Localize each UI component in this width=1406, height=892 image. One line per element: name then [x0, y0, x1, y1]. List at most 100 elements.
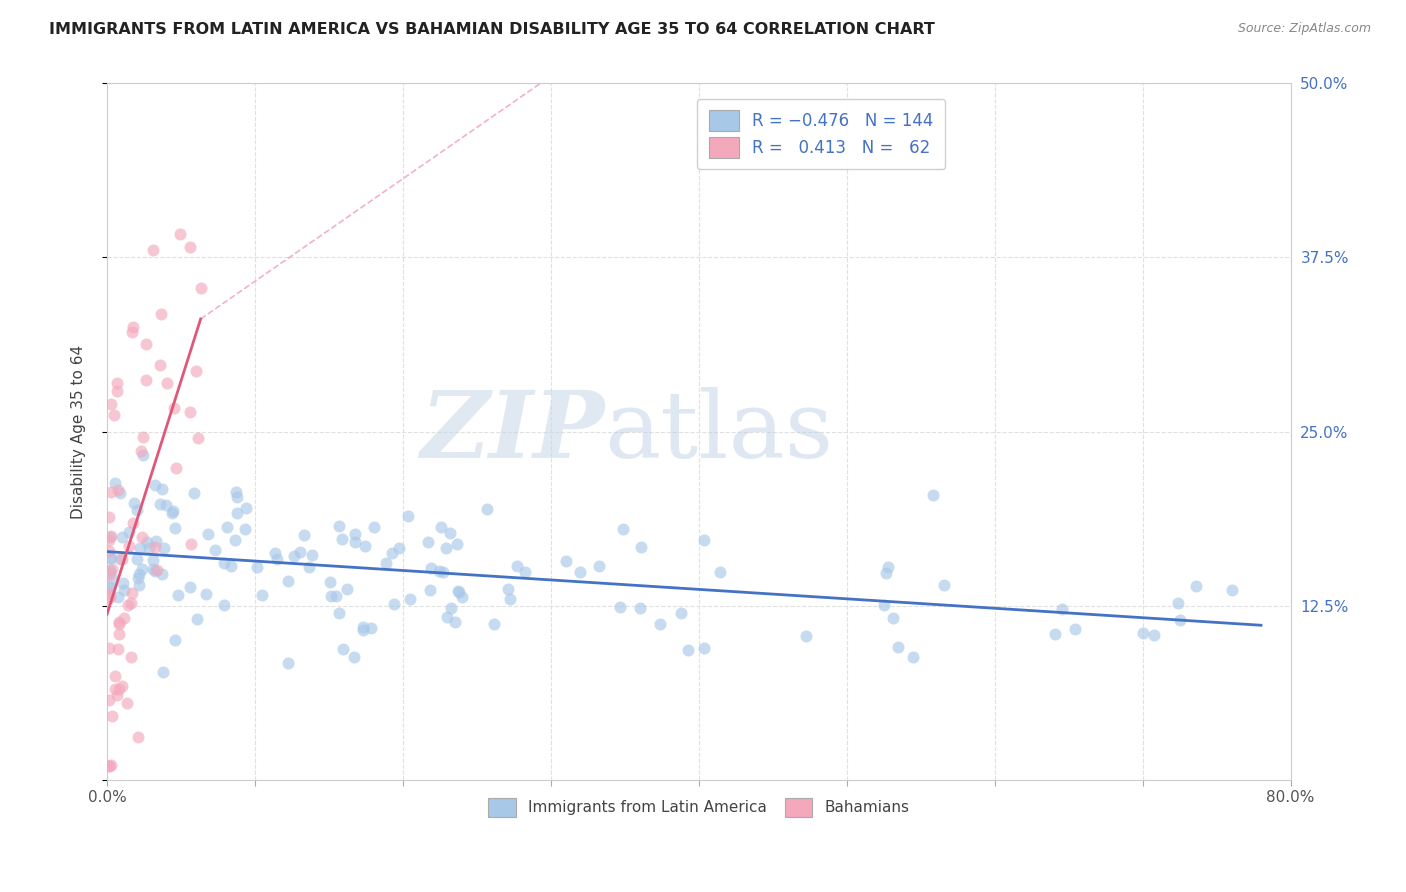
Point: [922, 488, 945, 502]
Point: [149, 497, 172, 511]
Point: [112, 611, 135, 625]
Point: [298, 560, 321, 574]
Point: [127, 731, 149, 745]
Point: [427, 564, 450, 578]
Point: [105, 688, 128, 702]
Point: [1220, 582, 1243, 597]
Point: [100, 396, 122, 410]
Point: [141, 562, 163, 576]
Point: [215, 520, 238, 534]
Point: [630, 540, 652, 554]
Point: [277, 574, 299, 588]
Point: [447, 584, 470, 599]
Point: [169, 227, 191, 241]
Point: [105, 384, 128, 399]
Point: [104, 475, 127, 490]
Point: [165, 633, 187, 648]
Point: [108, 627, 131, 641]
Point: [375, 556, 398, 570]
Point: [98, 581, 121, 595]
Point: [876, 559, 898, 574]
Point: [104, 682, 127, 697]
Point: [506, 558, 529, 573]
Point: [436, 610, 458, 624]
Legend: Immigrants from Latin America, Bahamians: Immigrants from Latin America, Bahamians: [481, 790, 917, 824]
Point: [693, 640, 716, 655]
Point: [152, 541, 174, 555]
Point: [235, 501, 257, 516]
Point: [650, 617, 672, 632]
Point: [246, 560, 269, 574]
Point: [612, 522, 634, 536]
Point: [100, 529, 122, 543]
Point: [105, 376, 128, 390]
Point: [186, 364, 208, 378]
Point: [190, 281, 212, 295]
Point: [162, 506, 184, 520]
Point: [343, 534, 366, 549]
Point: [121, 650, 143, 665]
Point: [1043, 626, 1066, 640]
Point: [97, 585, 120, 599]
Point: [97, 533, 120, 547]
Point: [363, 520, 385, 534]
Point: [434, 541, 457, 555]
Point: [131, 562, 153, 576]
Point: [225, 491, 247, 505]
Point: [117, 599, 139, 613]
Point: [873, 598, 896, 612]
Point: [353, 539, 375, 553]
Point: [224, 533, 246, 547]
Point: [330, 532, 353, 546]
Point: [301, 548, 323, 562]
Point: [283, 549, 305, 563]
Point: [288, 545, 311, 559]
Text: ZIP: ZIP: [420, 386, 605, 476]
Point: [887, 640, 910, 655]
Point: [107, 590, 129, 604]
Text: atlas: atlas: [605, 386, 834, 476]
Point: [98, 563, 121, 577]
Point: [669, 607, 692, 621]
Point: [97, 591, 120, 605]
Point: [111, 576, 134, 591]
Point: [568, 565, 591, 579]
Point: [319, 575, 342, 590]
Point: [132, 448, 155, 462]
Point: [609, 600, 631, 615]
Point: [107, 616, 129, 631]
Point: [693, 533, 716, 547]
Point: [477, 502, 499, 516]
Point: [439, 525, 461, 540]
Point: [97, 567, 120, 582]
Point: [125, 502, 148, 516]
Point: [163, 401, 186, 415]
Point: [107, 642, 129, 657]
Point: [97, 640, 120, 655]
Point: [101, 562, 124, 576]
Point: [101, 709, 124, 723]
Point: [360, 621, 382, 635]
Point: [128, 578, 150, 592]
Point: [212, 556, 235, 570]
Point: [420, 561, 443, 575]
Point: [132, 430, 155, 444]
Point: [118, 539, 141, 553]
Point: [396, 509, 419, 524]
Point: [499, 591, 522, 606]
Point: [419, 582, 441, 597]
Point: [328, 519, 350, 533]
Point: [263, 546, 285, 560]
Point: [100, 757, 122, 772]
Point: [440, 601, 463, 615]
Point: [250, 588, 273, 602]
Point: [129, 541, 152, 555]
Point: [628, 601, 651, 615]
Point: [709, 565, 731, 579]
Point: [117, 696, 139, 710]
Point: [277, 656, 299, 670]
Point: [451, 591, 474, 605]
Point: [554, 554, 576, 568]
Point: [167, 588, 190, 602]
Point: [100, 485, 122, 500]
